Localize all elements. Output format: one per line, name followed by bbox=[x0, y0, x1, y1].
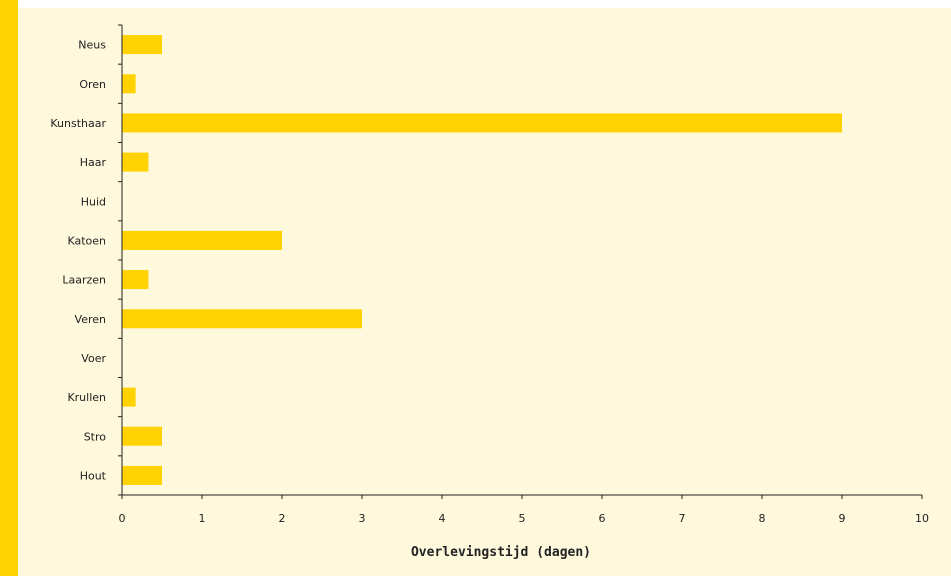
bar-oren bbox=[122, 74, 136, 94]
x-tick-label-10: 10 bbox=[915, 512, 929, 525]
x-tick-label-5: 5 bbox=[519, 512, 526, 525]
bar-kunsthaar bbox=[122, 113, 842, 133]
category-label-veren: Veren bbox=[75, 313, 106, 326]
category-label-huid: Huid bbox=[81, 195, 106, 208]
x-tick-label-2: 2 bbox=[279, 512, 286, 525]
x-tick-label-7: 7 bbox=[679, 512, 686, 525]
bar-katoen bbox=[122, 230, 282, 250]
accent-stripe bbox=[0, 0, 18, 576]
chart-panel bbox=[18, 8, 951, 576]
bars bbox=[122, 35, 842, 485]
bar-stro bbox=[122, 426, 162, 446]
axes bbox=[118, 24, 923, 499]
category-label-voer: Voer bbox=[81, 352, 106, 365]
tick-labels: 0 1 2 3 4 5 6 7 8 9 10 bbox=[119, 512, 930, 525]
category-label-katoen: Katoen bbox=[67, 234, 106, 247]
x-tick-label-3: 3 bbox=[359, 512, 366, 525]
category-label-laarzen: Laarzen bbox=[62, 274, 106, 287]
x-tick-label-9: 9 bbox=[839, 512, 846, 525]
category-label-hout: Hout bbox=[80, 469, 107, 482]
category-label-stro: Stro bbox=[84, 430, 107, 443]
category-label-krullen: Krullen bbox=[67, 391, 106, 404]
bar-veren bbox=[122, 309, 362, 329]
category-label-haar: Haar bbox=[80, 156, 107, 169]
x-tick-label-1: 1 bbox=[199, 512, 206, 525]
x-tick-label-8: 8 bbox=[759, 512, 766, 525]
x-axis-title: Overlevingstijd (dagen) bbox=[411, 545, 591, 560]
category-label-neus: Neus bbox=[78, 39, 106, 52]
bar-neus bbox=[122, 35, 162, 55]
x-tick-label-0: 0 bbox=[119, 512, 126, 525]
category-label-kunsthaar: Kunsthaar bbox=[50, 117, 106, 130]
category-label-oren: Oren bbox=[79, 78, 106, 91]
bar-hout bbox=[122, 465, 162, 485]
bar-laarzen bbox=[122, 270, 149, 290]
bar-krullen bbox=[122, 387, 136, 407]
x-tick-label-4: 4 bbox=[439, 512, 446, 525]
category-labels: Neus Oren Kunsthaar Haar Huid Katoen Laarzen Ve… bbox=[50, 39, 106, 483]
bar-haar bbox=[122, 152, 149, 172]
x-tick-label-6: 6 bbox=[599, 512, 606, 525]
